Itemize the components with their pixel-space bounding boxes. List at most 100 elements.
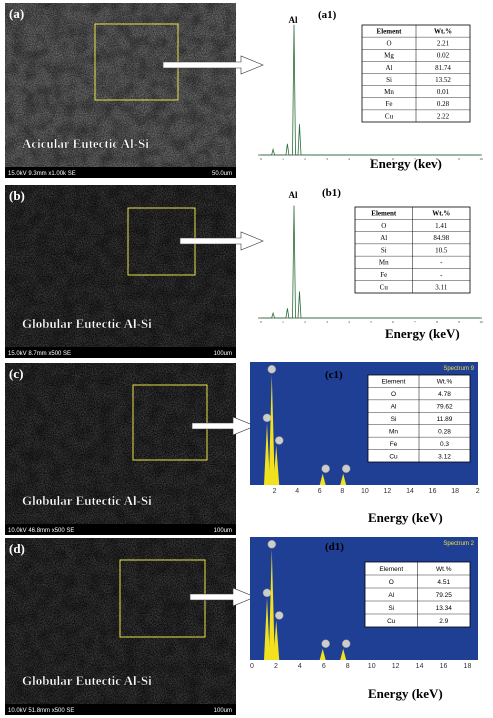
x-axis-label: Energy (kev) xyxy=(370,156,442,171)
x-tick-label: 14 xyxy=(416,663,424,670)
table-cell: Al xyxy=(388,592,394,599)
info-bar xyxy=(5,704,236,715)
x-tick-label: 4 xyxy=(298,663,302,670)
x-tick-label: 1 xyxy=(282,320,284,324)
x-tick-label: 6 xyxy=(392,157,394,161)
caption: Globular Eutectic Al-Si xyxy=(22,493,152,508)
table-cell: 11.89 xyxy=(437,416,453,423)
x-tick-label: 9 xyxy=(458,320,460,324)
x-axis-label: Energy (keV) xyxy=(385,326,460,341)
peak-marker xyxy=(262,588,272,598)
table-cell: 3.12 xyxy=(438,453,451,460)
table-cell: Cu xyxy=(389,453,398,460)
table-cell: 81.74 xyxy=(435,64,451,72)
x-tick-label: 2 xyxy=(304,157,306,161)
x-tick-label: 2 xyxy=(304,320,306,324)
x-tick-label: 8 xyxy=(436,157,438,161)
table-cell: 0.28 xyxy=(438,428,451,435)
table-header: Element xyxy=(371,210,397,218)
spectrum-peak xyxy=(273,445,280,485)
x-tick-label: 9 xyxy=(458,157,460,161)
scale-label: 100um xyxy=(214,708,232,714)
panel-label: (a) xyxy=(9,6,24,21)
table-cell: 1.41 xyxy=(435,222,448,230)
table-header: Wt.% xyxy=(434,27,452,35)
spectrum-peak xyxy=(319,648,326,660)
x-tick-label: 2 xyxy=(274,663,278,670)
x-tick-label: 10 xyxy=(479,157,483,161)
x-tick-label: 12 xyxy=(384,488,392,495)
x-tick-label: 5 xyxy=(370,157,372,161)
table-cell: O xyxy=(389,579,394,586)
peak-marker xyxy=(321,464,330,473)
table-cell: Fe xyxy=(390,441,398,448)
arrow xyxy=(179,231,264,251)
spectrum-peak xyxy=(268,374,275,485)
table-cell: - xyxy=(440,259,443,267)
table-cell: Cu xyxy=(380,283,389,291)
spectrum-peak xyxy=(273,620,280,660)
x-tick-label: 2 xyxy=(273,488,277,495)
table-cell: 0.3 xyxy=(440,441,449,448)
spectrum-trace xyxy=(261,205,480,319)
peak-marker xyxy=(321,639,330,648)
spectrum-title: Spectrum 9 xyxy=(443,366,474,372)
peak-marker xyxy=(274,436,284,445)
spectrum-label: (d1) xyxy=(325,541,344,553)
sem-shade xyxy=(5,363,236,535)
x-tick-label: 0 xyxy=(260,157,262,161)
table-header: Wt.% xyxy=(437,379,453,386)
table-cell: Cu xyxy=(385,112,394,120)
table-cell: 4.51 xyxy=(437,579,450,586)
x-tick-label: 12 xyxy=(392,663,400,670)
table-header: Element xyxy=(377,27,403,35)
x-tick-label: 16 xyxy=(440,663,448,670)
x-tick-label: 4 xyxy=(348,157,350,161)
panel-label: (c) xyxy=(9,366,23,381)
peak-marker xyxy=(267,540,277,549)
table-cell: Mg xyxy=(384,52,394,60)
table-cell: Fe xyxy=(386,100,393,108)
x-tick-label: 5 xyxy=(370,320,372,324)
x-tick-label: 14 xyxy=(406,488,414,495)
spectrum-peak xyxy=(264,422,270,485)
sem-info: 15.0kV 9.3mm x1.00k SE xyxy=(8,171,76,177)
caption: Acicular Eutectic Al-Si xyxy=(22,136,149,151)
panel-label: (b) xyxy=(9,188,25,203)
spectrum-trace xyxy=(261,24,480,156)
peak-marker xyxy=(341,639,351,648)
x-tick-label: 8 xyxy=(340,488,344,495)
table-cell: 79.25 xyxy=(436,592,453,599)
x-tick-label: 18 xyxy=(464,663,472,670)
x-tick-label: 10 xyxy=(361,488,369,495)
table-cell: 13.34 xyxy=(436,605,453,612)
x-tick-label: 7 xyxy=(414,320,416,324)
spectrum-peak xyxy=(268,549,275,660)
peak-marker xyxy=(267,365,277,374)
x-tick-label: 16 xyxy=(429,488,437,495)
sem-info: 10.0kV 46.8mm x500 SE xyxy=(8,528,74,534)
x-tick-label: 0 xyxy=(250,663,254,670)
spectrum-label: (b1) xyxy=(322,187,341,199)
selection-box xyxy=(132,384,208,461)
scale-label: 50.0um xyxy=(212,171,232,177)
spectrum-title: Spectrum 2 xyxy=(443,541,474,547)
peak-label: Al xyxy=(289,190,298,200)
x-tick-label: 4 xyxy=(295,488,299,495)
table-cell: - xyxy=(440,271,443,279)
table-cell: Mn xyxy=(379,259,389,267)
x-tick-label: 8 xyxy=(346,663,350,670)
table-cell: 13.52 xyxy=(435,76,451,84)
table-cell: Si xyxy=(381,246,387,254)
caption: Globular Eutectic Al-Si xyxy=(22,316,152,331)
spectrum-peak xyxy=(340,648,347,660)
x-tick-label: 8 xyxy=(436,320,438,324)
sem-info: 10.0kV 51.8mm x500 SE xyxy=(8,708,74,714)
scale-label: 100um xyxy=(214,351,232,357)
spectrum-label: (c1) xyxy=(325,369,343,381)
table-header: Element xyxy=(379,566,403,573)
table-cell: Si xyxy=(388,605,394,612)
table-cell: Mn xyxy=(389,428,398,435)
table-cell: O xyxy=(391,391,396,398)
x-tick-label: 6 xyxy=(318,488,322,495)
